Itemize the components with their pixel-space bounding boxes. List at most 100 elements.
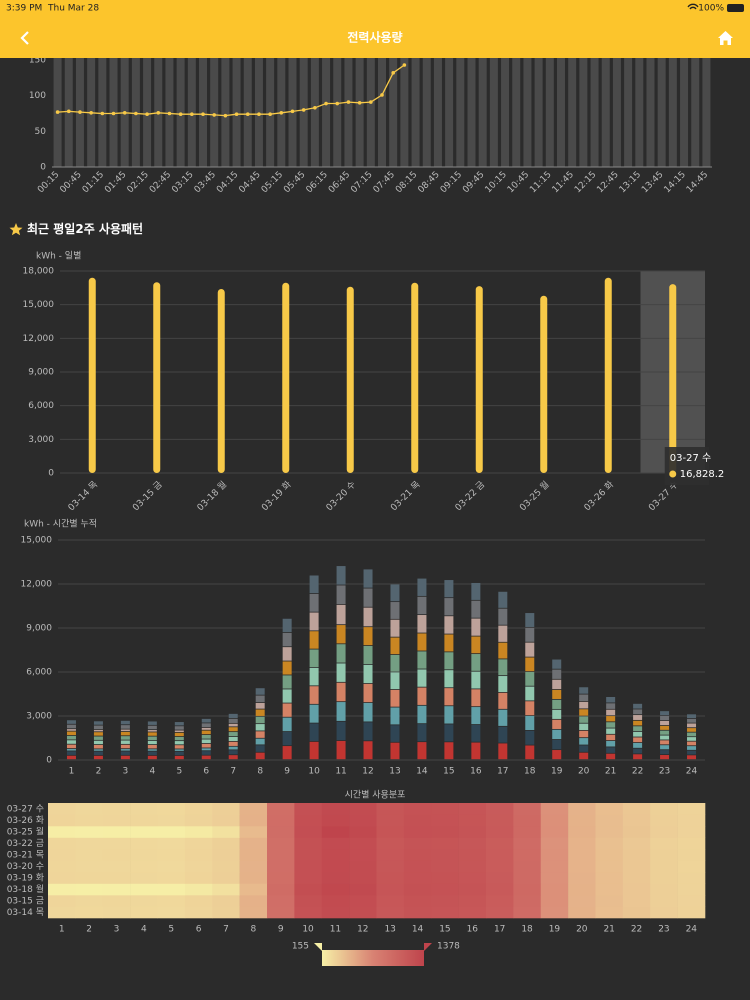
- heatmap-cell: [458, 895, 487, 907]
- heatmap-cell: [376, 803, 405, 815]
- point: [134, 111, 138, 116]
- heatmap-cell: [650, 814, 678, 827]
- bar-segment: [201, 723, 211, 728]
- y-tick-label: 150: [29, 56, 46, 66]
- heatmap-cell: [321, 883, 350, 896]
- bar-segment: [471, 618, 481, 636]
- bar-segment: [525, 716, 535, 731]
- bar-segment: [336, 663, 346, 682]
- heatmap-row-label: 03-21 목: [7, 849, 44, 860]
- heatmap-cell: [48, 826, 76, 838]
- bar-segment: [498, 659, 508, 676]
- y-tick-label: 15,000: [23, 300, 55, 310]
- x-tick-label: 10: [308, 767, 320, 777]
- back-button[interactable]: [20, 31, 29, 45]
- heatmap-x-label: 18: [521, 925, 533, 935]
- point: [156, 110, 161, 115]
- home-button[interactable]: [718, 31, 733, 45]
- column-background: [53, 40, 62, 167]
- heatmap-cell: [267, 803, 295, 815]
- bar-segment: [579, 701, 589, 709]
- column-background: [232, 40, 241, 167]
- heatmap-row-label: 03-18 월: [7, 883, 44, 895]
- heatmap-cell: [130, 814, 158, 827]
- bar-segment: [93, 725, 103, 730]
- heatmap-cell: [321, 872, 350, 884]
- point: [111, 111, 116, 116]
- point: [301, 108, 306, 112]
- bar-segment: [309, 704, 319, 723]
- heatmap-cell: [239, 872, 268, 884]
- heatmap-cell: [458, 883, 487, 896]
- x-tick-label: 9: [284, 767, 290, 777]
- bar-segment: [201, 734, 211, 739]
- heatmap-x-label: 8: [250, 925, 256, 935]
- heatmap-cell: [650, 849, 678, 861]
- bar-segment: [579, 716, 589, 723]
- point: [391, 71, 395, 75]
- bar-segment: [606, 753, 616, 760]
- bar-segment: [120, 731, 130, 736]
- bar-segment: [444, 724, 454, 742]
- bar-segment: [498, 709, 508, 726]
- bar-segment: [174, 741, 184, 745]
- heatmap-cell: [157, 860, 186, 873]
- heatmap-cell: [677, 906, 706, 919]
- heatmap-cell: [568, 860, 596, 873]
- heatmap-cell: [239, 803, 268, 815]
- column-background: [411, 40, 420, 167]
- bar-segment: [228, 750, 238, 755]
- heatmap-cell: [431, 826, 459, 838]
- bar-segment: [336, 721, 346, 741]
- column-background: [612, 40, 621, 167]
- bar: [475, 286, 483, 473]
- column-background: [422, 40, 431, 167]
- bar: [669, 284, 677, 473]
- bar-segment: [363, 722, 373, 741]
- column-background: [635, 40, 644, 167]
- bar-segment: [309, 667, 319, 686]
- bar-segment: [498, 591, 508, 608]
- heatmap-x-label: 3: [114, 925, 120, 935]
- x-tick-label: 2: [96, 767, 102, 777]
- column-background: [556, 40, 565, 167]
- heatmap-cell: [267, 872, 295, 884]
- section-title: 최근 평일2주 사용패턴: [27, 221, 143, 236]
- heatmap-cell: [294, 849, 323, 861]
- bar-segment: [120, 736, 130, 740]
- column-background: [680, 40, 689, 167]
- bar-segment: [93, 749, 103, 751]
- bar-segment: [66, 735, 76, 740]
- bar-segment: [417, 669, 427, 687]
- x-tick-label: 16: [470, 767, 482, 777]
- bar-segment: [120, 740, 130, 744]
- column-background: [75, 40, 84, 167]
- bar-segment: [66, 720, 76, 724]
- point: [190, 112, 194, 117]
- heatmap-cell: [677, 883, 706, 896]
- point: [55, 110, 60, 114]
- column-background: [109, 40, 118, 167]
- heatmap-cell: [48, 849, 76, 861]
- heatmap-cell: [184, 837, 213, 850]
- bar-segment: [363, 569, 373, 588]
- bar-segment: [552, 659, 562, 669]
- heatmap-cell: [294, 895, 323, 907]
- bar-segment: [201, 727, 211, 730]
- bar-segment: [66, 724, 76, 729]
- heatmap-cell: [403, 837, 432, 850]
- column-background: [489, 40, 498, 167]
- column-background: [467, 40, 476, 167]
- heatmap-cell: [102, 883, 131, 896]
- bar-segment: [174, 745, 184, 749]
- y-tick-label: 0: [48, 469, 54, 479]
- bar-segment: [174, 755, 184, 760]
- heatmap-cell: [267, 849, 295, 861]
- bar-segment: [282, 647, 292, 661]
- bar-segment: [525, 730, 535, 745]
- column-background: [601, 40, 610, 167]
- bar-segment: [660, 745, 670, 750]
- heatmap-cell: [376, 860, 405, 873]
- bar-segment: [660, 755, 670, 760]
- bar-segment: [417, 687, 427, 705]
